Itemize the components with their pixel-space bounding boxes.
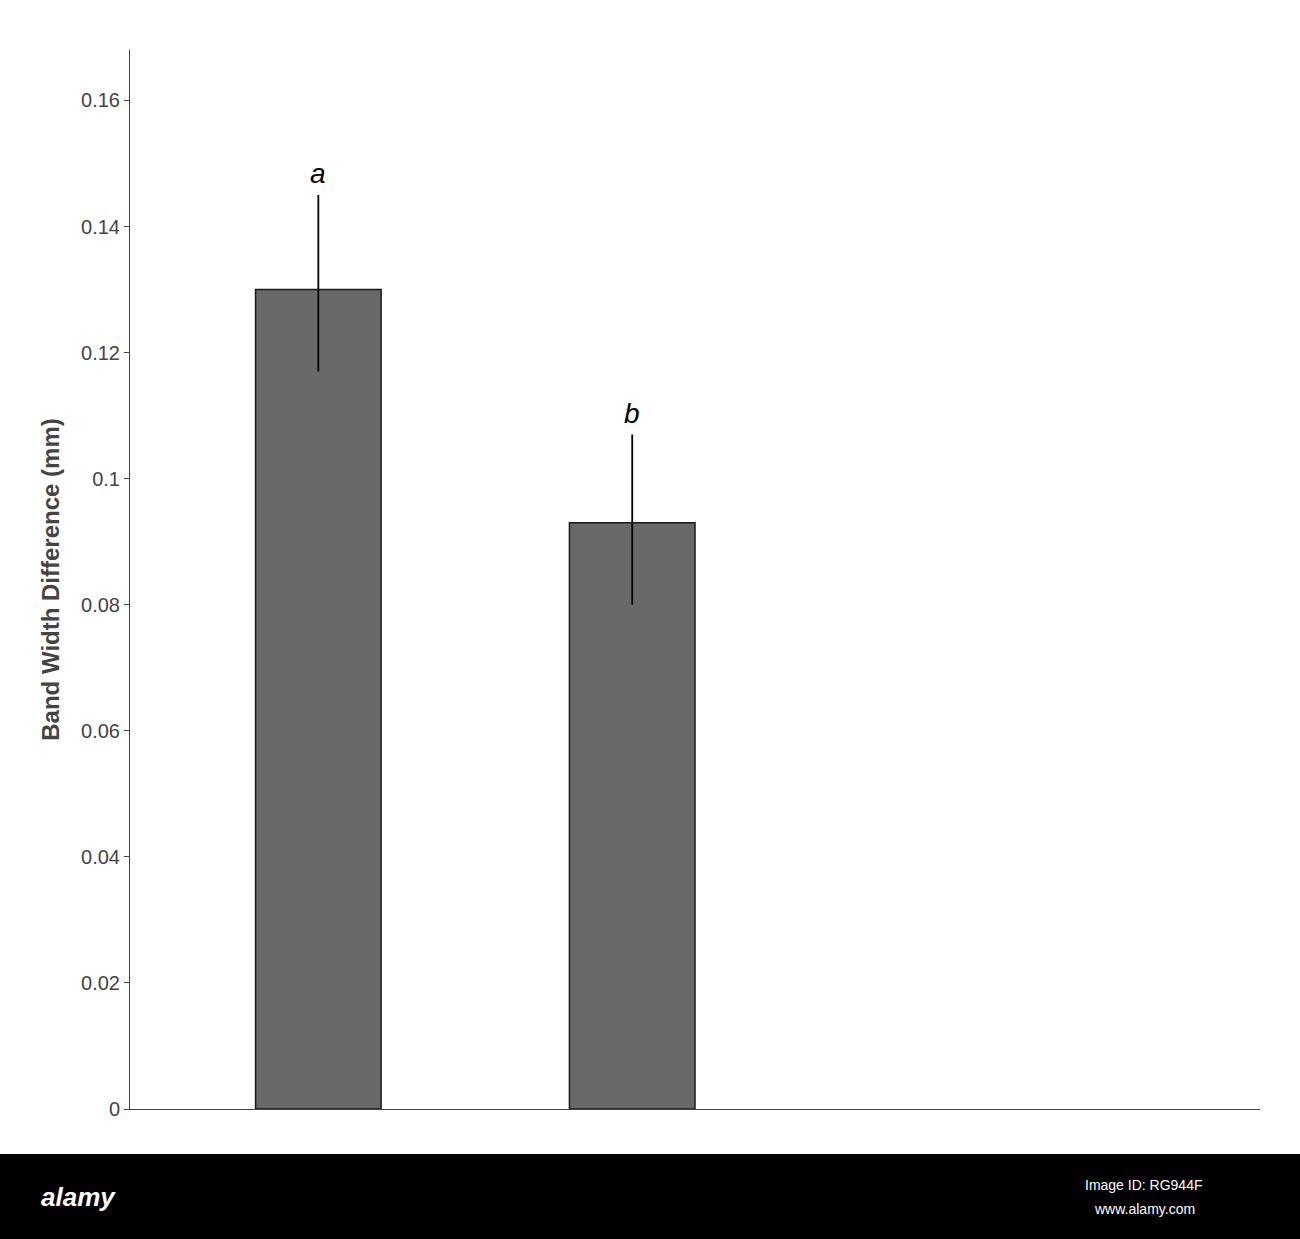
svg-text:0.1: 0.1 bbox=[92, 468, 120, 490]
svg-text:alamy: alamy bbox=[41, 1182, 116, 1212]
svg-text:Image ID: RG944F: Image ID: RG944F bbox=[1085, 1177, 1203, 1193]
svg-text:a: a bbox=[310, 158, 326, 189]
svg-text:0.02: 0.02 bbox=[81, 972, 120, 994]
svg-text:0.04: 0.04 bbox=[81, 846, 120, 868]
svg-text:0: 0 bbox=[109, 1098, 120, 1120]
svg-text:0.08: 0.08 bbox=[81, 594, 120, 616]
svg-text:www.alamy.com: www.alamy.com bbox=[1094, 1201, 1195, 1217]
svg-text:0.14: 0.14 bbox=[81, 216, 120, 238]
svg-text:b: b bbox=[624, 398, 640, 429]
svg-text:0.06: 0.06 bbox=[81, 720, 120, 742]
svg-text:0.16: 0.16 bbox=[81, 89, 120, 111]
svg-text:0.12: 0.12 bbox=[81, 342, 120, 364]
svg-text:Band Width Difference (mm): Band Width Difference (mm) bbox=[37, 418, 64, 740]
